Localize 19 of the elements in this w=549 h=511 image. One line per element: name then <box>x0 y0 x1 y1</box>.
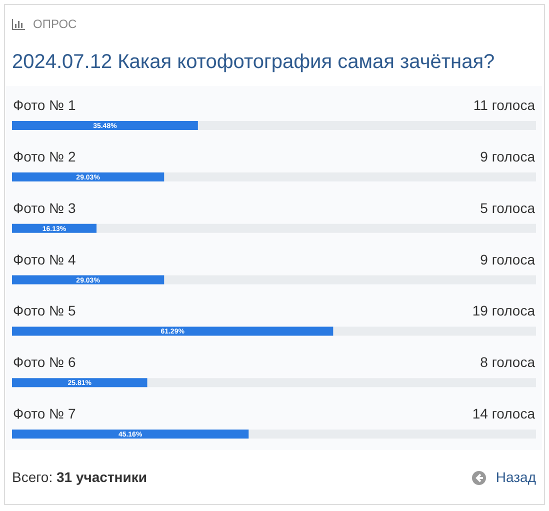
annotation: 5 голоса <box>480 200 536 216</box>
annotation: 14 голоса <box>472 406 536 422</box>
annotation: 19 голоса <box>472 302 536 319</box>
chart-subtitle: ОПРОС <box>33 17 77 31</box>
y-tick-label: Фото № 1 <box>13 97 76 113</box>
y-tick-label: Фото № 3 <box>13 200 76 216</box>
y-tick-label: Фото № 2 <box>13 148 76 164</box>
annotation: 11 голоса <box>473 97 536 113</box>
y-tick-label: Фото № 5 <box>13 302 76 319</box>
text: Всего: 31 участники <box>12 469 147 485</box>
annotation: 8 голоса <box>480 354 536 370</box>
annotation: 9 голоса <box>480 251 536 268</box>
y-tick-label: Фото № 7 <box>13 406 76 422</box>
bar <box>12 224 97 233</box>
annotation: 9 голоса <box>480 148 536 164</box>
text: Назад <box>496 469 536 485</box>
y-tick-label: Фото № 6 <box>13 354 76 370</box>
y-tick-label: Фото № 4 <box>13 251 76 268</box>
chart-title: 2024.07.12 Какая котофотография самая зачётная? <box>12 51 495 74</box>
